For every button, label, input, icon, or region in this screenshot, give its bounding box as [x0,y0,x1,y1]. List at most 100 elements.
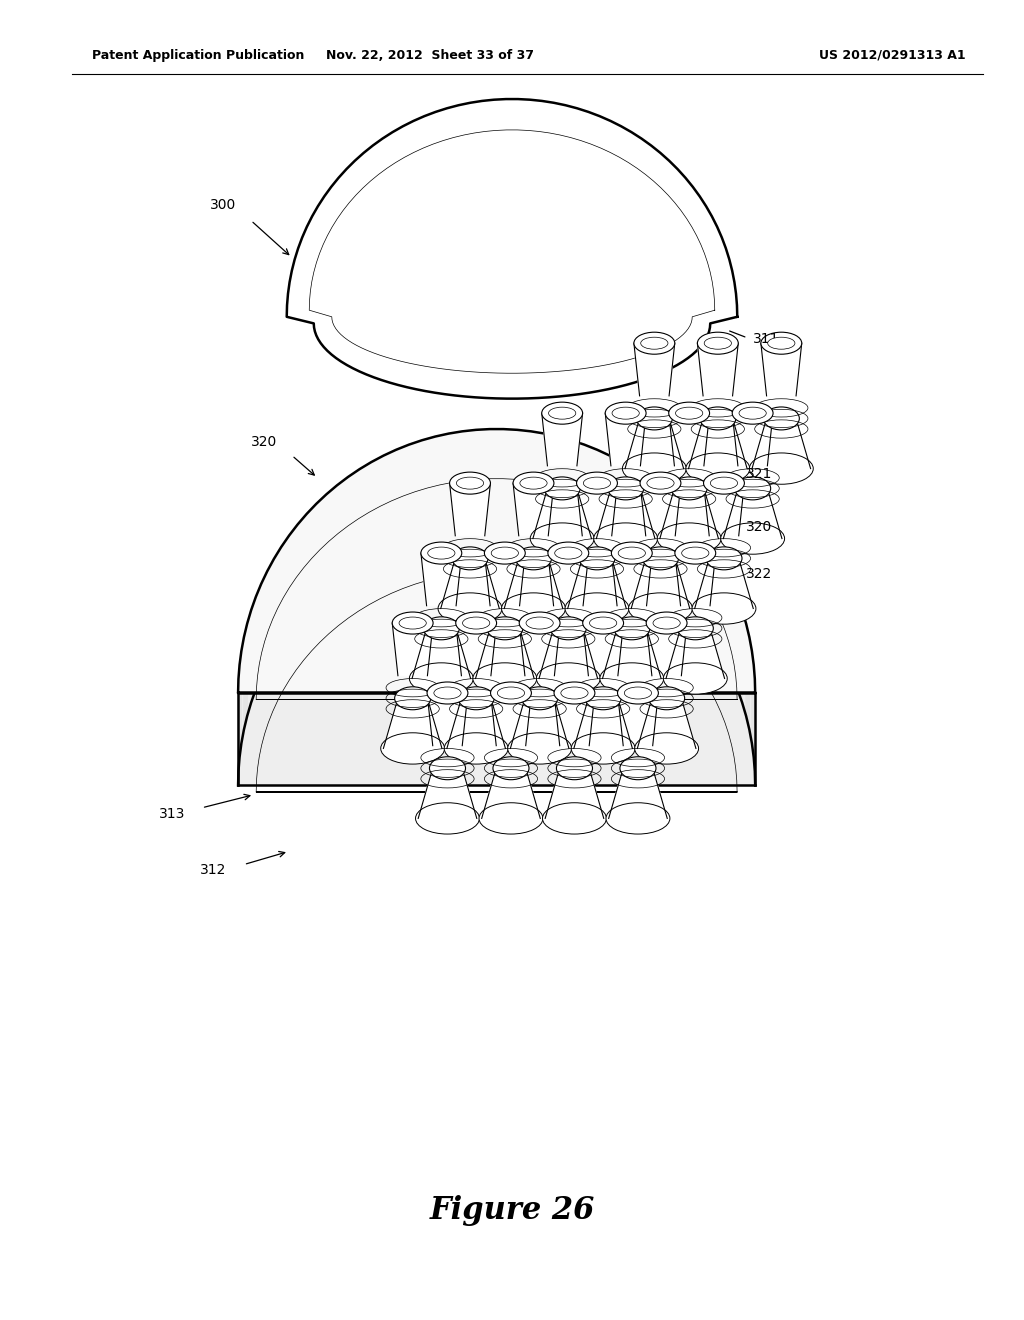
Ellipse shape [732,403,773,424]
Polygon shape [577,483,617,536]
Ellipse shape [620,756,656,780]
Polygon shape [659,488,719,539]
Ellipse shape [605,403,646,424]
Ellipse shape [554,682,595,704]
Text: US 2012/0291313 A1: US 2012/0291313 A1 [819,49,966,62]
Ellipse shape [635,733,698,764]
Ellipse shape [515,546,552,570]
Ellipse shape [669,403,710,424]
Ellipse shape [642,546,679,570]
Polygon shape [446,698,506,748]
Ellipse shape [577,473,617,494]
Polygon shape [532,488,592,539]
Ellipse shape [600,663,664,694]
Ellipse shape [697,333,738,354]
Ellipse shape [617,682,658,704]
Ellipse shape [381,733,444,764]
Ellipse shape [739,407,766,420]
Polygon shape [634,343,675,396]
Text: 313: 313 [159,808,185,821]
Ellipse shape [579,546,615,570]
Polygon shape [694,558,754,609]
Polygon shape [418,768,477,818]
Polygon shape [372,455,384,554]
Ellipse shape [452,546,488,570]
Polygon shape [383,698,442,748]
Polygon shape [240,651,242,758]
Ellipse shape [394,686,431,710]
Polygon shape [695,524,705,628]
Polygon shape [761,343,802,396]
Polygon shape [542,413,583,466]
Polygon shape [554,693,595,746]
Text: 320: 320 [745,520,772,533]
Ellipse shape [594,523,657,554]
Polygon shape [475,628,535,678]
Polygon shape [476,429,489,523]
Ellipse shape [429,756,466,780]
Ellipse shape [706,546,742,570]
Text: 322: 322 [745,568,772,581]
Text: 311: 311 [753,333,779,346]
Ellipse shape [428,546,455,560]
Ellipse shape [583,612,624,634]
Ellipse shape [611,543,652,564]
Polygon shape [273,546,282,651]
Ellipse shape [612,407,639,420]
Ellipse shape [473,663,537,694]
Polygon shape [484,553,525,606]
Polygon shape [703,483,744,536]
Ellipse shape [530,523,594,554]
Polygon shape [412,628,471,678]
Polygon shape [732,413,773,466]
Ellipse shape [734,477,771,500]
Ellipse shape [618,546,645,560]
Polygon shape [348,469,359,569]
Polygon shape [677,504,687,606]
Polygon shape [583,623,624,676]
Ellipse shape [526,616,553,630]
Polygon shape [396,445,409,543]
Text: 320: 320 [251,436,278,449]
Ellipse shape [571,733,635,764]
Ellipse shape [410,663,473,694]
Ellipse shape [548,543,589,564]
Ellipse shape [543,803,606,834]
Ellipse shape [590,616,616,630]
Ellipse shape [450,473,490,494]
Ellipse shape [671,477,708,500]
Ellipse shape [763,407,800,430]
Polygon shape [723,488,782,539]
Ellipse shape [629,593,692,624]
Polygon shape [519,623,560,676]
Ellipse shape [686,453,750,484]
Polygon shape [608,768,668,818]
Polygon shape [456,623,497,676]
Ellipse shape [682,546,709,560]
Ellipse shape [519,612,560,634]
Ellipse shape [721,523,784,554]
Ellipse shape [537,663,600,694]
Polygon shape [421,553,462,606]
Ellipse shape [550,616,587,640]
Ellipse shape [521,686,558,710]
Ellipse shape [634,333,675,354]
Polygon shape [611,553,652,606]
Polygon shape [746,623,750,730]
Ellipse shape [703,473,744,494]
Ellipse shape [555,546,582,560]
Ellipse shape [768,337,795,350]
Ellipse shape [761,333,802,354]
Polygon shape [548,553,589,606]
Ellipse shape [705,337,731,350]
Ellipse shape [647,477,674,490]
Ellipse shape [625,686,651,700]
Polygon shape [712,546,720,651]
Ellipse shape [479,803,543,834]
Text: Figure 26: Figure 26 [429,1195,595,1226]
Polygon shape [450,483,490,536]
Ellipse shape [456,612,497,634]
Ellipse shape [502,593,565,624]
Ellipse shape [490,682,531,704]
Ellipse shape [544,477,581,500]
